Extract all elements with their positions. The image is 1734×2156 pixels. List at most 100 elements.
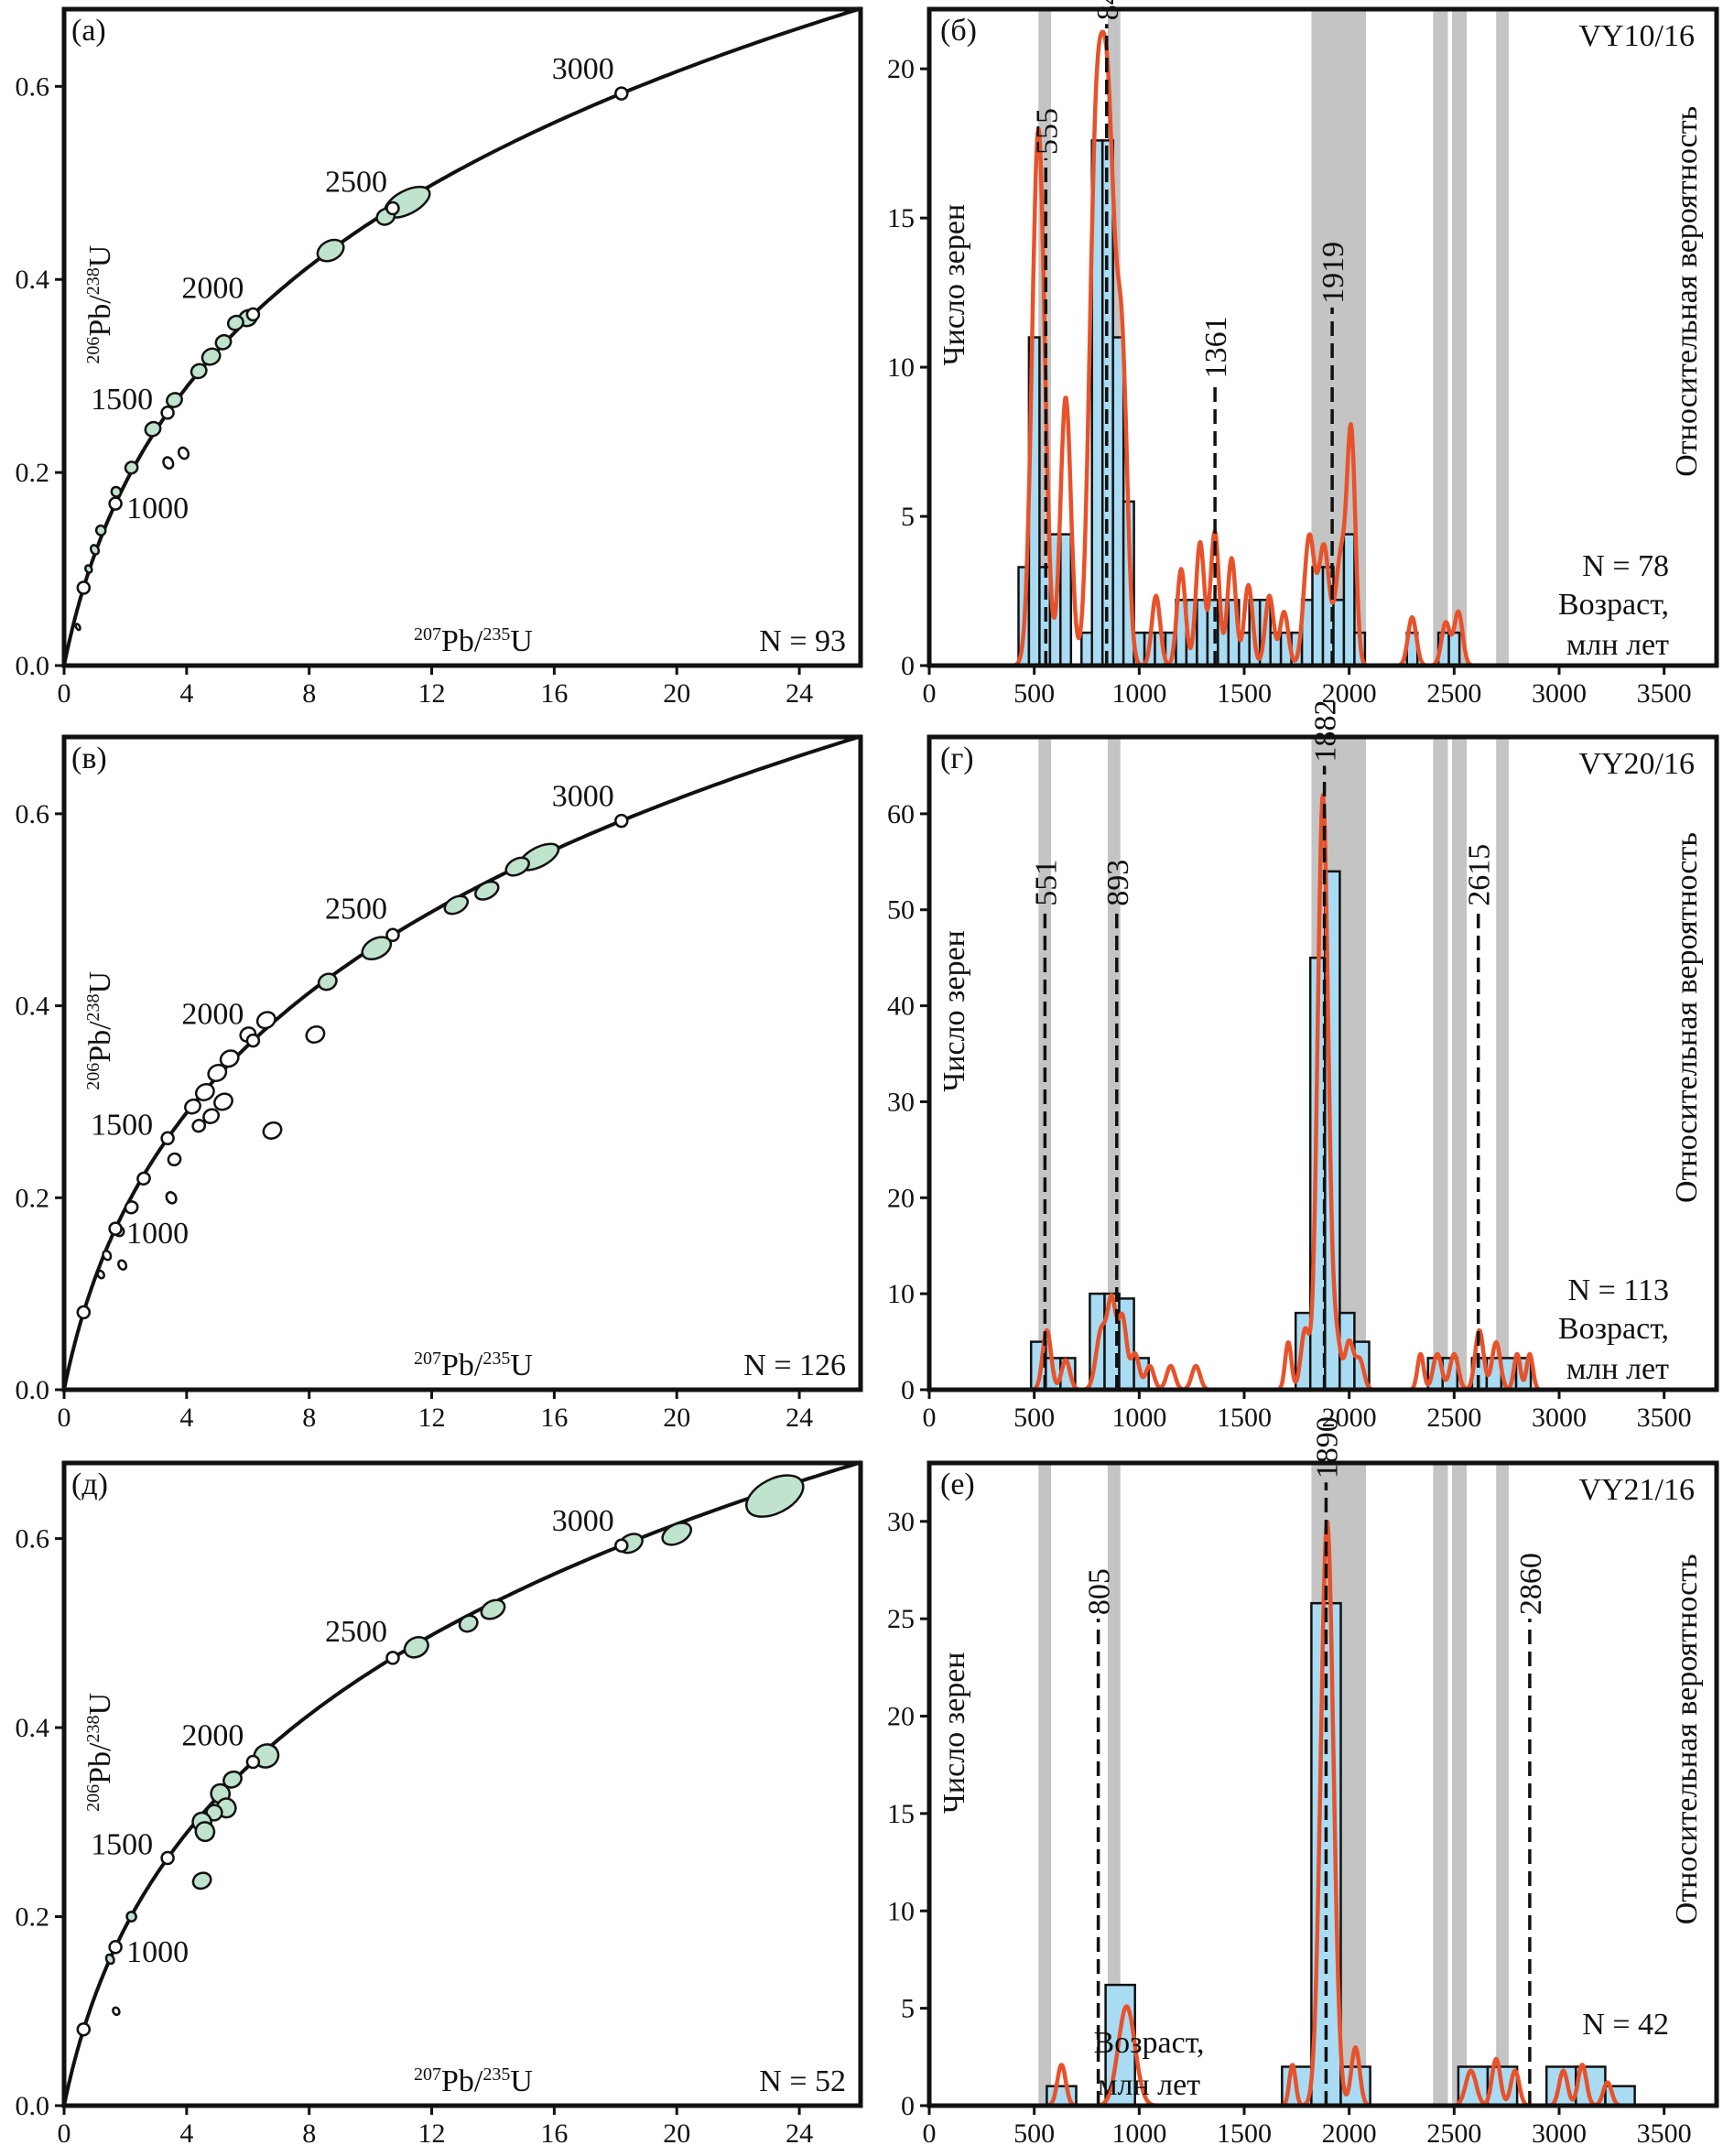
error-ellipse — [194, 1082, 215, 1102]
y-axis-label: 206Pb/238U — [83, 971, 117, 1090]
concordia-label-2000: 2000 — [181, 998, 244, 1032]
concordia-label-1000: 1000 — [126, 1217, 189, 1251]
y-tick-label: 0 — [901, 651, 915, 681]
concordia-age-marker — [614, 813, 629, 829]
concordia-label-2500: 2500 — [325, 166, 387, 200]
y-tick-label: 25 — [887, 1604, 915, 1634]
error-ellipse — [255, 1011, 276, 1030]
error-ellipse — [184, 1098, 201, 1115]
error-ellipse — [214, 333, 233, 351]
histogram-bar — [1342, 533, 1356, 667]
probability-density-curve — [927, 1519, 1707, 2108]
concordia-curve — [62, 1460, 862, 2107]
peak-age-label: 1882 — [1309, 699, 1343, 762]
y-tick-label: 0.0 — [16, 1375, 50, 1405]
error-ellipse — [305, 1024, 326, 1045]
plot-frame — [61, 6, 863, 668]
error-ellipse — [167, 1152, 182, 1167]
x-tick-label: 0 — [58, 678, 71, 709]
x-tick-label: 12 — [418, 1403, 446, 1433]
reference-age-band — [1452, 1463, 1468, 2106]
panel-letter: (е) — [940, 1468, 975, 1501]
histogram-bar — [1332, 599, 1346, 667]
histogram-bar — [1059, 533, 1073, 667]
x-tick-label: 2500 — [1426, 678, 1481, 709]
error-ellipse — [317, 972, 338, 991]
error-ellipse — [162, 456, 175, 470]
y-tick-label: 60 — [887, 799, 915, 829]
y-axis-label-sup: 206 — [83, 1063, 103, 1090]
reference-age-band — [1433, 9, 1448, 666]
panel-letter: (г) — [940, 742, 974, 775]
concordia-age-marker — [108, 1221, 123, 1236]
reference-age-band — [1038, 1463, 1052, 2106]
panel-letter: (д) — [71, 1468, 108, 1501]
age-axis-label-line1: Возраст, — [1093, 2026, 1204, 2060]
histogram-panel-5: 805 1890 2860 0 500 1000 1500 2000 2500 3000 3500 0… — [887, 1416, 1719, 2149]
x-axis-label-sup: 207 — [414, 624, 441, 645]
y-axis-label-text: U — [83, 971, 117, 994]
y-tick-label: 20 — [887, 1702, 915, 1732]
x-tick-label: 500 — [1013, 2118, 1055, 2149]
x-tick-label: 2000 — [1322, 678, 1377, 709]
error-ellipse — [144, 420, 162, 438]
y-tick-label: 15 — [887, 1799, 915, 1829]
peak-age-label: 893 — [1101, 860, 1135, 906]
x-tick-label: 8 — [302, 678, 316, 709]
y-axis-label: Число зерен — [937, 204, 971, 366]
histogram-bar — [1080, 631, 1094, 667]
y-axis-label-text: Pb/ — [83, 1742, 117, 1784]
concordia-age-marker — [160, 1131, 175, 1146]
concordia-age-marker — [160, 406, 175, 420]
concordia-age-marker — [76, 1305, 92, 1320]
x-tick-label: 4 — [179, 678, 193, 709]
y-axis-label-sup: 238 — [83, 1716, 103, 1743]
concordia-age-marker — [160, 1850, 175, 1866]
y-tick-label: 0.6 — [16, 71, 50, 102]
error-ellipse — [219, 1049, 240, 1068]
x-tick-label: 3000 — [1532, 1403, 1587, 1433]
y-tick-label: 50 — [887, 895, 915, 926]
concordia-label-3000: 3000 — [552, 780, 614, 814]
x-tick-label: 2000 — [1322, 1403, 1377, 1433]
x-tick-label: 4 — [179, 1403, 193, 1433]
reference-age-band — [1107, 1463, 1121, 2106]
error-ellipse — [102, 1249, 113, 1262]
n-count-label: N = 93 — [759, 624, 846, 658]
y-axis-label-text: Pb/ — [83, 295, 117, 337]
x-axis-label-sup: 235 — [482, 624, 510, 645]
y-tick-label: 0.6 — [16, 1524, 50, 1555]
reference-age-band — [1452, 737, 1468, 1390]
n-count-label: N = 126 — [743, 1349, 846, 1382]
peak-age-label: 805 — [1083, 1568, 1117, 1615]
reference-age-band — [1496, 1463, 1509, 2106]
plot-frame — [927, 734, 1719, 1392]
reference-age-band — [1038, 737, 1052, 1390]
error-ellipse — [443, 894, 470, 915]
plot-frame — [61, 734, 863, 1392]
error-ellipse — [213, 1092, 233, 1111]
sample-id: VY21/16 — [1578, 1473, 1695, 1507]
error-ellipse — [124, 1200, 139, 1215]
n-count-label: N = 42 — [1582, 2008, 1669, 2042]
x-tick-label: 24 — [786, 1403, 813, 1433]
y-tick-label: 40 — [887, 991, 915, 1022]
error-ellipse — [194, 1821, 216, 1843]
concordia-age-marker — [614, 86, 629, 101]
x-tick-label: 0 — [58, 2118, 71, 2149]
error-ellipse — [96, 1269, 105, 1280]
histogram-bar — [1447, 631, 1461, 667]
error-ellipse — [316, 238, 345, 263]
y-tick-label: 5 — [901, 1994, 915, 2024]
concordia-label-1000: 1000 — [126, 492, 189, 525]
x-tick-label: 4 — [179, 2118, 193, 2149]
x-tick-label: 12 — [418, 2118, 446, 2149]
error-ellipse — [94, 524, 107, 536]
x-axis-label-text: U — [510, 1349, 533, 1382]
y2-axis-label: Относительная вероятность — [1670, 106, 1704, 477]
x-tick-label: 20 — [663, 2118, 690, 2149]
x-axis-label-sup: 207 — [414, 1349, 441, 1369]
plot-frame — [927, 1460, 1719, 2108]
x-axis-label-text: Pb/ — [441, 624, 483, 658]
